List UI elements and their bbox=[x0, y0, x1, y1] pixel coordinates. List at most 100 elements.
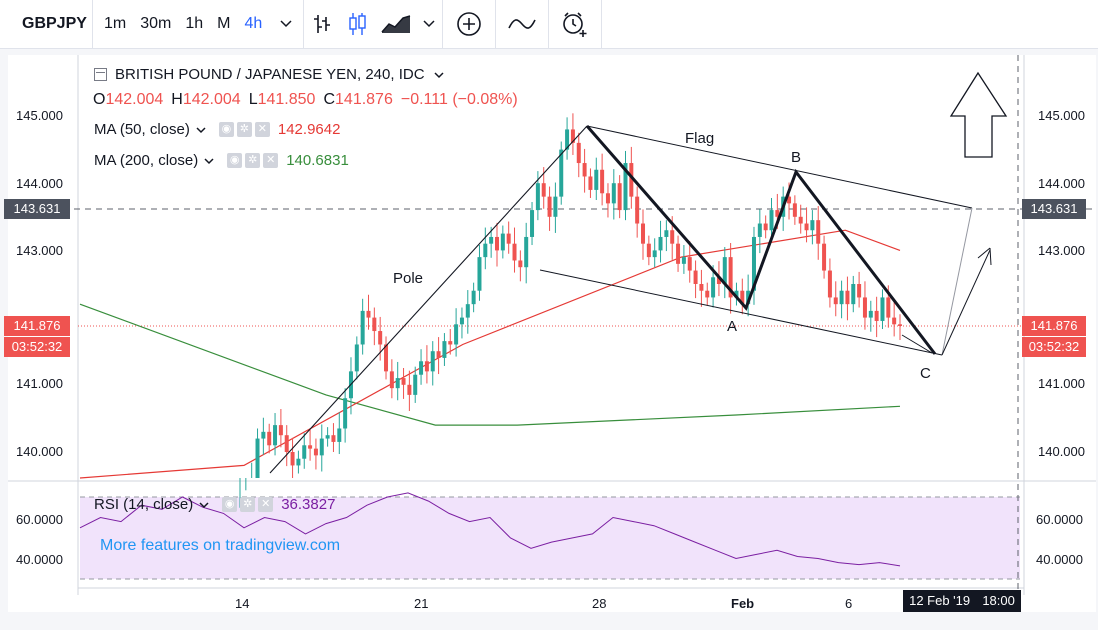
candle-up bbox=[465, 304, 470, 318]
chevron-down-icon[interactable] bbox=[269, 0, 303, 49]
low-label: L bbox=[248, 91, 258, 108]
interval-1h-button[interactable]: 1h bbox=[185, 15, 204, 32]
ma50-path bbox=[79, 229, 901, 479]
last-price-tag-left: 141.876 bbox=[4, 316, 70, 336]
candle-down bbox=[518, 260, 523, 268]
chevron-down-icon[interactable] bbox=[204, 152, 214, 169]
breakout-arrowhead bbox=[977, 247, 992, 266]
candle-down bbox=[389, 371, 394, 389]
alert-icon[interactable] bbox=[549, 0, 601, 49]
candle-down bbox=[775, 210, 780, 217]
chevron-down-icon[interactable] bbox=[199, 496, 209, 513]
chart-canvas[interactable] bbox=[0, 49, 1098, 630]
countdown-tag-right: 03:52:32 bbox=[1022, 337, 1086, 357]
candle-down bbox=[424, 361, 429, 372]
symbol-legend[interactable]: BRITISH POUND / JAPANESE YEN, 240, IDC bbox=[94, 66, 444, 83]
remove-icon[interactable]: ✕ bbox=[263, 153, 279, 168]
indicators-icon[interactable] bbox=[496, 0, 548, 49]
candle-down bbox=[407, 384, 412, 395]
candle-up bbox=[471, 290, 476, 305]
crosshair-time-tag: 12 Feb '19 18:00 bbox=[903, 590, 1021, 612]
candle-up bbox=[261, 431, 266, 439]
candle-down bbox=[582, 163, 587, 177]
drawing-layer bbox=[269, 71, 1008, 474]
candle-down bbox=[798, 216, 803, 224]
visibility-icon[interactable]: ◉ bbox=[227, 153, 243, 168]
low-value: 141.850 bbox=[257, 91, 316, 108]
interval-month-button[interactable]: M bbox=[217, 15, 231, 32]
candle-up bbox=[302, 445, 307, 459]
ma50-line bbox=[79, 229, 901, 479]
chevron-down-icon[interactable] bbox=[416, 0, 442, 49]
candle-down bbox=[687, 257, 692, 271]
candle-down bbox=[892, 317, 897, 325]
toolbar-divider bbox=[495, 0, 497, 49]
candle-up bbox=[553, 196, 558, 217]
visibility-icon[interactable]: ◉ bbox=[222, 497, 238, 512]
candle-down bbox=[436, 351, 441, 358]
candle-down bbox=[833, 297, 838, 305]
candle-up bbox=[395, 378, 400, 389]
candle-up bbox=[757, 223, 762, 237]
rsi-line bbox=[79, 492, 901, 567]
rsi-value: 36.3827 bbox=[281, 496, 336, 513]
rsi-legend[interactable]: RSI (14, close) ◉ ✲ ✕ 36.3827 bbox=[94, 496, 335, 513]
collapse-icon[interactable] bbox=[94, 68, 107, 81]
candle-down bbox=[494, 236, 499, 251]
ma200-legend[interactable]: MA (200, close) ◉ ✲ ✕ 140.6831 bbox=[94, 152, 349, 169]
candle-up bbox=[343, 398, 348, 429]
candle-down bbox=[874, 310, 879, 321]
watermark-text[interactable]: More features on tradingview.com bbox=[100, 537, 341, 554]
price-tick-left: 141.000 bbox=[16, 376, 63, 391]
last-price-tag-right: 141.876 bbox=[1022, 316, 1086, 336]
candle-up bbox=[722, 257, 727, 284]
bar-chart-icon[interactable] bbox=[304, 0, 340, 49]
chevron-down-icon[interactable] bbox=[434, 66, 444, 83]
candle-up bbox=[611, 183, 616, 204]
candle-up bbox=[658, 236, 663, 251]
remove-icon[interactable]: ✕ bbox=[258, 497, 274, 512]
add-compare-icon[interactable] bbox=[443, 0, 495, 49]
symbol-search-button[interactable]: GBPJPY bbox=[22, 15, 87, 32]
candle-up bbox=[360, 310, 365, 345]
price-tick-right: 141.000 bbox=[1038, 376, 1085, 391]
candle-down bbox=[816, 220, 821, 244]
candle-down bbox=[641, 223, 646, 244]
ma200-label: MA (200, close) bbox=[94, 152, 199, 169]
area-chart-icon[interactable] bbox=[376, 0, 416, 49]
candle-down bbox=[401, 378, 406, 385]
pole-annotation[interactable]: Pole bbox=[393, 270, 424, 287]
candles-icon[interactable] bbox=[340, 0, 376, 49]
candle-down bbox=[705, 290, 710, 298]
point-c-annotation[interactable]: C bbox=[920, 365, 931, 382]
remove-icon[interactable]: ✕ bbox=[254, 122, 270, 137]
up-arrow-shape bbox=[949, 71, 1008, 158]
candle-up bbox=[477, 257, 482, 291]
candle-up bbox=[711, 277, 716, 298]
candle-up bbox=[839, 290, 844, 305]
settings-icon[interactable]: ✲ bbox=[245, 153, 261, 168]
ma50-legend[interactable]: MA (50, close) ◉ ✲ ✕ 142.9642 bbox=[94, 121, 340, 138]
price-tick-right: 144.000 bbox=[1038, 176, 1085, 191]
candle-up bbox=[851, 284, 856, 305]
toolbar-divider bbox=[601, 0, 603, 49]
interval-4h-button[interactable]: 4h bbox=[244, 15, 263, 32]
point-b-annotation[interactable]: B bbox=[791, 149, 802, 166]
interval-1m-button[interactable]: 1m bbox=[104, 15, 127, 32]
candle-down bbox=[512, 243, 517, 261]
candle-down bbox=[576, 142, 581, 164]
point-a-annotation[interactable]: A bbox=[727, 318, 738, 335]
settings-icon[interactable]: ✲ bbox=[240, 497, 256, 512]
price-tick-right: 145.000 bbox=[1038, 108, 1085, 123]
candle-up bbox=[524, 236, 529, 268]
candle-up bbox=[413, 374, 418, 395]
candle-down bbox=[862, 297, 867, 318]
candle-down bbox=[676, 243, 681, 264]
settings-icon[interactable]: ✲ bbox=[236, 122, 252, 137]
rsi-tick-right: 40.0000 bbox=[1036, 552, 1083, 567]
interval-30m-button[interactable]: 30m bbox=[140, 15, 172, 32]
flag-upper-line bbox=[586, 125, 973, 209]
flag-annotation[interactable]: Flag bbox=[685, 130, 715, 147]
chevron-down-icon[interactable] bbox=[196, 121, 206, 138]
visibility-icon[interactable]: ◉ bbox=[218, 122, 234, 137]
